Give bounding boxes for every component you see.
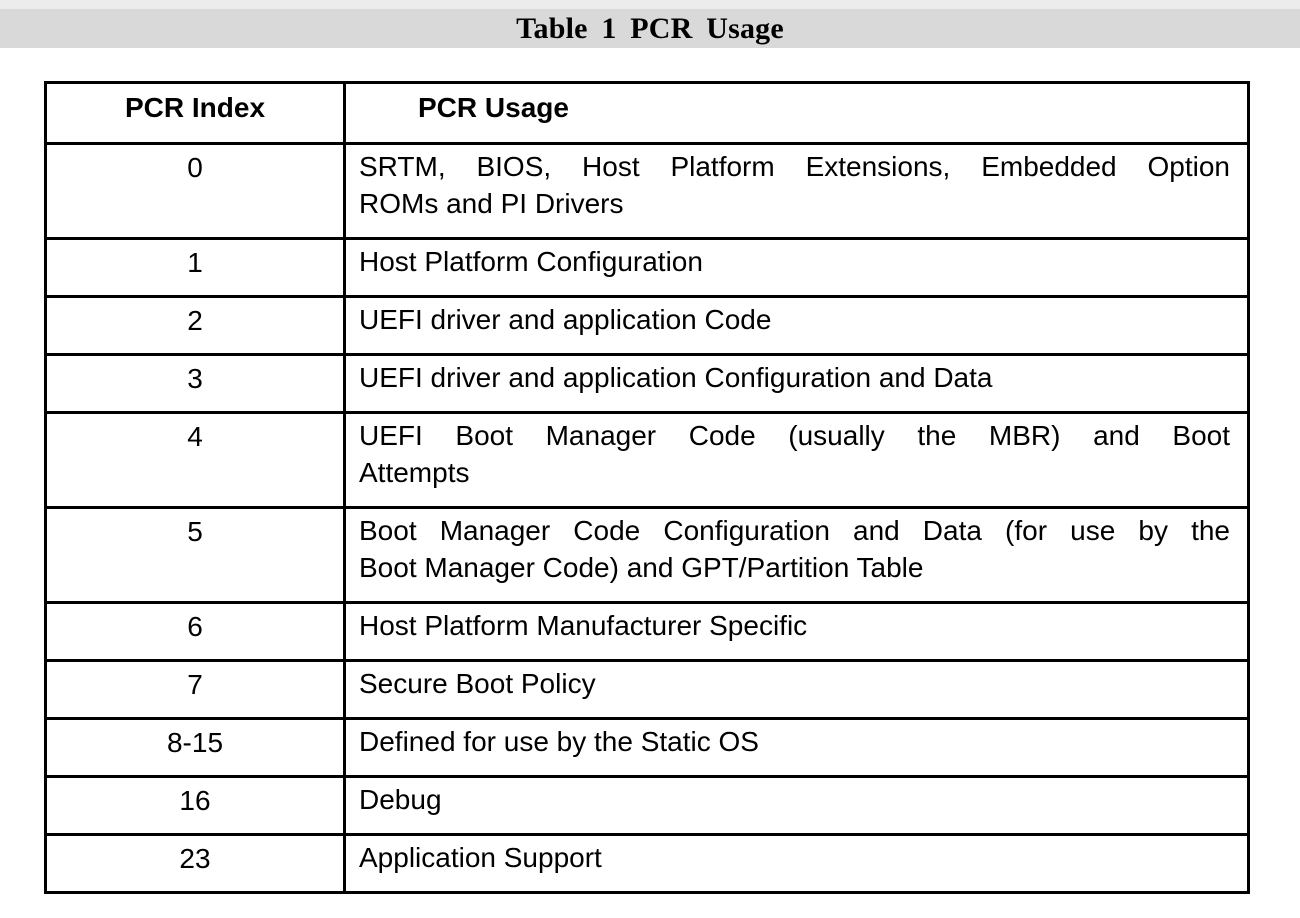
pcr-usage-cell: Debug <box>343 775 1250 836</box>
usage-line: Attempts <box>359 457 470 488</box>
table-row: 3 UEFI driver and application Configurat… <box>44 353 1250 414</box>
table-row: 16 Debug <box>44 775 1250 836</box>
pcr-index-cell: 3 <box>44 353 346 414</box>
table-row: 4 UEFI Boot Manager Code (usually the MB… <box>44 411 1250 509</box>
table-row: 2 UEFI driver and application Code <box>44 295 1250 356</box>
pcr-index-cell: 5 <box>44 506 346 604</box>
pcr-usage-cell: Host Platform Manufacturer Specific <box>343 601 1250 662</box>
pcr-index-cell: 6 <box>44 601 346 662</box>
pcr-usage-cell: UEFI Boot Manager Code (usually the MBR)… <box>343 411 1250 509</box>
usage-line: Boot Manager Code) and GPT/Partition Tab… <box>359 552 924 583</box>
pcr-index-cell: 16 <box>44 775 346 836</box>
usage-line: Debug <box>359 784 442 815</box>
pcr-usage-cell: SRTM, BIOS, Host Platform Extensions, Em… <box>343 142 1250 240</box>
pcr-usage-cell: Boot Manager Code Configuration and Data… <box>343 506 1250 604</box>
table-row: 8-15 Defined for use by the Static OS <box>44 717 1250 778</box>
pcr-index-cell: 7 <box>44 659 346 720</box>
table-header-row: PCR Index PCR Usage <box>44 81 1250 145</box>
usage-line: Host Platform Configuration <box>359 246 703 277</box>
column-header-pcr-usage: PCR Usage <box>343 81 1250 145</box>
pcr-index-cell: 4 <box>44 411 346 509</box>
column-header-pcr-index: PCR Index <box>44 81 346 145</box>
pcr-usage-cell: Host Platform Configuration <box>343 237 1250 298</box>
usage-line: UEFI driver and application Code <box>359 304 772 335</box>
usage-line: Application Support <box>359 842 602 873</box>
pcr-usage-cell: UEFI driver and application Configuratio… <box>343 353 1250 414</box>
pcr-index-cell: 1 <box>44 237 346 298</box>
usage-line: Secure Boot Policy <box>359 668 596 699</box>
usage-line: Boot Manager Code Configuration and Data… <box>359 515 1230 546</box>
table-row: 1 Host Platform Configuration <box>44 237 1250 298</box>
pcr-index-cell: 23 <box>44 833 346 894</box>
table-caption-band: Table 1 PCR Usage <box>0 0 1300 48</box>
pcr-usage-cell: Defined for use by the Static OS <box>343 717 1250 778</box>
usage-line: Host Platform Manufacturer Specific <box>359 610 808 641</box>
usage-line: UEFI Boot Manager Code (usually the MBR)… <box>359 420 1230 451</box>
pcr-index-cell: 8-15 <box>44 717 346 778</box>
pcr-index-cell: 0 <box>44 142 346 240</box>
table-row: 6 Host Platform Manufacturer Specific <box>44 601 1250 662</box>
table-row: 23 Application Support <box>44 833 1250 894</box>
table-row: 7 Secure Boot Policy <box>44 659 1250 720</box>
pcr-usage-cell: Secure Boot Policy <box>343 659 1250 720</box>
table-row: 0 SRTM, BIOS, Host Platform Extensions, … <box>44 142 1250 240</box>
table-caption: Table 1 PCR Usage <box>516 11 784 45</box>
pcr-index-cell: 2 <box>44 295 346 356</box>
usage-line: UEFI driver and application Configuratio… <box>359 362 993 393</box>
pcr-usage-cell: Application Support <box>343 833 1250 894</box>
usage-line: ROMs and PI Drivers <box>359 188 624 219</box>
pcr-usage-table: PCR Index PCR Usage 0 SRTM, BIOS, Host P… <box>44 81 1250 894</box>
table-row: 5 Boot Manager Code Configuration and Da… <box>44 506 1250 604</box>
pcr-usage-cell: UEFI driver and application Code <box>343 295 1250 356</box>
usage-line: SRTM, BIOS, Host Platform Extensions, Em… <box>359 151 1230 182</box>
usage-line: Defined for use by the Static OS <box>359 726 759 757</box>
